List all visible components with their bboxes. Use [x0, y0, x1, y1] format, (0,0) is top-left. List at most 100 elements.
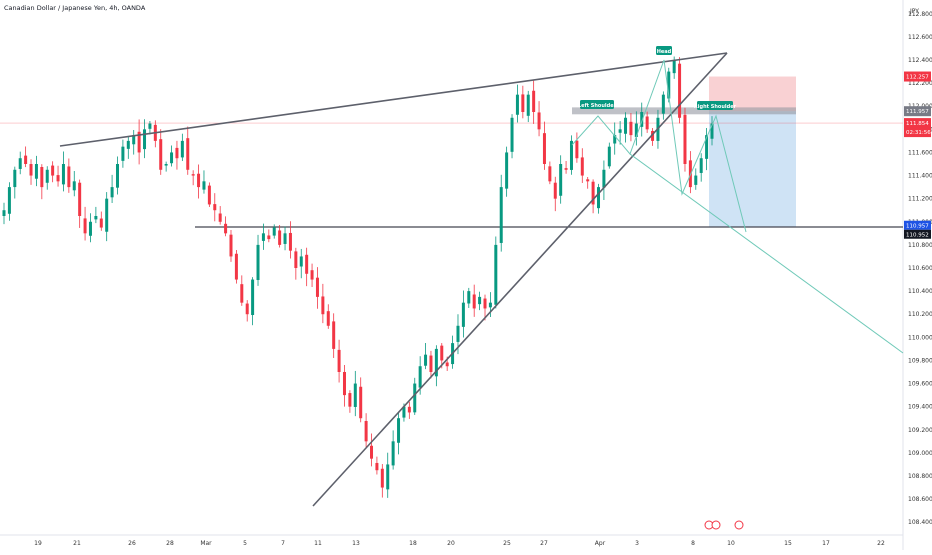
candle-body [45, 169, 49, 183]
x-tick-label: 7 [281, 540, 285, 547]
y-tick-label: 112.200 [908, 80, 932, 87]
candle-body [2, 210, 6, 216]
candle-body [272, 227, 276, 236]
candle-body [494, 244, 498, 305]
x-tick-label: Apr [595, 540, 606, 547]
candle-body [624, 117, 628, 134]
candle-body [202, 181, 206, 190]
y-tick-label: 111.400 [908, 173, 932, 180]
y-tick-label: 110.000 [908, 334, 932, 341]
current-price-badge: 111.854 [906, 121, 929, 127]
candle-body [78, 182, 82, 216]
candle-body [67, 166, 71, 188]
y-tick-label: 109.400 [908, 404, 932, 411]
candle-body [326, 311, 330, 326]
candle-body [413, 383, 417, 413]
target-price-badge: 110.957 [906, 224, 929, 230]
candle-body [683, 114, 687, 164]
candle-body [397, 418, 401, 443]
candle-body [429, 355, 433, 372]
candle-body [559, 164, 563, 196]
y-tick-label: 112.400 [908, 57, 932, 64]
stop-price-badge-bg [904, 71, 931, 82]
candle-body [526, 94, 530, 116]
currency-label: JPY [909, 8, 919, 15]
candle-body [51, 165, 55, 176]
candle-body [402, 406, 406, 418]
x-tick-label: 21 [73, 540, 81, 547]
candle-body [213, 204, 217, 211]
x-tick-label: 17 [822, 540, 830, 547]
y-tick-label: 109.800 [908, 357, 932, 364]
head-label-bg [656, 46, 672, 55]
candle-body [99, 218, 103, 228]
y-tick-label: 108.600 [908, 496, 932, 503]
candle-body [40, 166, 44, 188]
projection-line [629, 153, 904, 354]
candle-body [13, 169, 17, 188]
candle-body [56, 175, 60, 182]
candle-body [597, 187, 601, 209]
current-price-badge-bg [904, 118, 931, 138]
candle-body [629, 121, 633, 136]
candle-body [29, 164, 33, 176]
candle-body [445, 362, 449, 367]
candle-body [105, 198, 109, 232]
y-tick-label: 110.200 [908, 311, 932, 318]
candle-body [267, 235, 271, 240]
candle-body [115, 164, 119, 188]
take-profit-zone [709, 111, 796, 227]
candle-body [353, 383, 357, 407]
candle-body [661, 94, 665, 114]
candle-body [126, 140, 130, 149]
candle-body [532, 90, 536, 112]
candle-body [553, 182, 557, 199]
candle-body [207, 185, 211, 205]
candle-body [580, 157, 584, 176]
lower-trendline [312, 52, 728, 507]
candle-body [418, 366, 422, 388]
candle-body [613, 135, 617, 144]
candle-body [251, 279, 255, 316]
x-tick-label: 22 [877, 540, 885, 547]
left-shoulder-label-bg [580, 100, 614, 109]
candle-body [315, 277, 319, 297]
y-tick-label: 109.000 [908, 450, 932, 457]
neckline-price-badge: 110.952 [906, 233, 929, 239]
candle-body [234, 253, 238, 280]
x-tick-label: 11 [314, 540, 322, 547]
candle-body [121, 146, 125, 161]
chart-title: Canadian Dollar / Japanese Yen, 4h, OAND… [4, 4, 146, 12]
candle-body [510, 117, 514, 152]
candle-body [591, 181, 595, 205]
x-tick-label: Mar [200, 540, 212, 547]
candle-body [143, 129, 147, 150]
candle-body [618, 129, 622, 133]
candle-body [288, 232, 292, 251]
candle-body [548, 166, 552, 182]
right-shoulder-label-bg [697, 101, 733, 110]
candle-body [170, 152, 174, 164]
candle-body [240, 284, 244, 303]
y-tick-label: 110.800 [908, 242, 932, 249]
candle-body [569, 140, 573, 170]
candle-body [348, 393, 352, 407]
x-tick-label: 3 [635, 540, 639, 547]
entry-price-badge-bg [904, 106, 931, 117]
y-tick-label: 111.200 [908, 196, 932, 203]
candle-body [602, 169, 606, 188]
candle-body [375, 462, 379, 471]
candle-body [461, 302, 465, 327]
candle-body [505, 152, 509, 189]
event-marker-icon [734, 520, 744, 530]
candle-body [261, 233, 265, 241]
candle-body [186, 138, 190, 170]
x-tick-label: 26 [128, 540, 136, 547]
candle-body [229, 234, 233, 257]
candle-body [164, 164, 168, 166]
candle-body [542, 133, 546, 164]
candle-body [424, 354, 428, 366]
candle-body [705, 135, 709, 159]
